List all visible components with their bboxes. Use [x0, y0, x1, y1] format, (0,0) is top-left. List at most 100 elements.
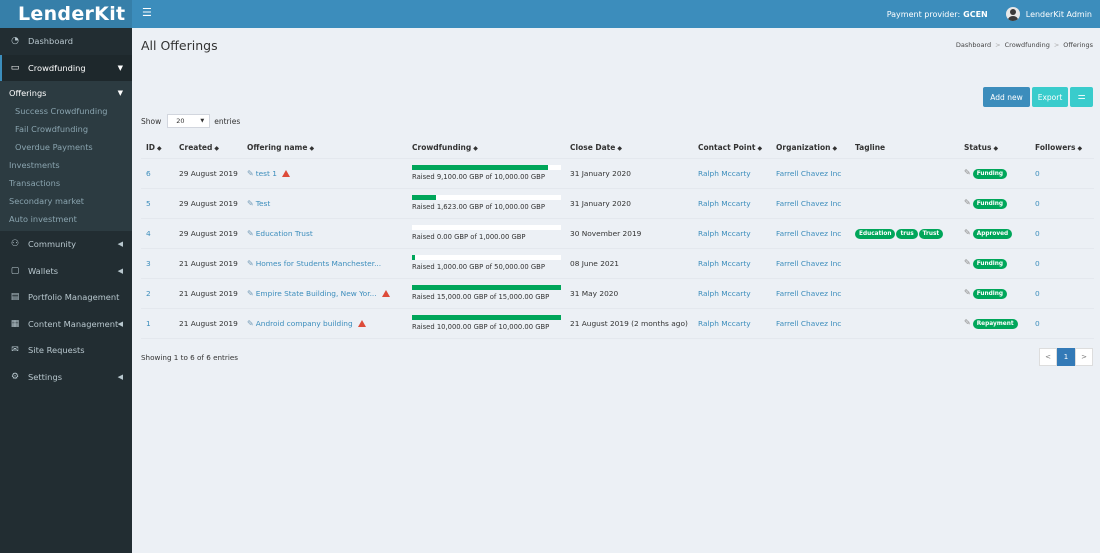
cell-close-date: 21 August 2019 (2 months ago) — [565, 308, 693, 339]
cell-id[interactable]: 6 — [141, 158, 174, 189]
column-header-offering-name[interactable]: Offering name ◆ — [242, 137, 407, 159]
sidebar-item-dashboard[interactable]: ◔ Dashboard — [0, 28, 132, 55]
chevron-left-icon: ◀ — [117, 319, 123, 328]
sidebar-item-investments[interactable]: Investments — [9, 160, 60, 170]
user-name[interactable]: LenderKit Admin — [1025, 9, 1092, 19]
sidebar-item-content-management[interactable]: ▦ Content Management ◀ — [0, 311, 132, 338]
cell-organization[interactable]: Farrell Chavez Inc — [771, 278, 850, 309]
pagination-page-1[interactable]: 1 — [1057, 348, 1075, 366]
offering-name-link[interactable]: Homes for Students Manchester... — [255, 258, 382, 268]
offering-name-link[interactable]: Education Trust — [255, 228, 313, 238]
cell-organization[interactable]: Farrell Chavez Inc — [771, 218, 850, 249]
cell-created: 29 August 2019 — [174, 158, 242, 189]
content-icon: ▦ — [10, 318, 20, 329]
cell-contact-point[interactable]: Ralph Mccarty — [693, 218, 771, 249]
pencil-icon[interactable]: ✎ — [964, 287, 971, 297]
offering-name-link[interactable]: test 1 — [255, 168, 277, 178]
cell-organization[interactable]: Farrell Chavez Inc — [771, 158, 850, 189]
logo[interactable]: LenderKit — [0, 0, 132, 28]
column-header-crowdfunding[interactable]: Crowdfunding ◆ — [407, 137, 565, 159]
cell-contact-point[interactable]: Ralph Mccarty — [693, 278, 771, 309]
sort-icon: ◆ — [309, 144, 315, 152]
sidebar-item-settings[interactable]: ⚙ Settings ◀ — [0, 364, 132, 391]
avatar[interactable] — [1005, 7, 1020, 21]
pencil-icon[interactable]: ✎ — [964, 197, 971, 207]
status-badge: Funding — [972, 198, 1008, 209]
pencil-icon[interactable]: ✎ — [964, 227, 971, 237]
sidebar-item-portfolio-management[interactable]: ▤ Portfolio Management — [0, 284, 132, 311]
sort-icon: ◆ — [157, 144, 162, 152]
cell-followers[interactable]: 0 — [1030, 278, 1094, 309]
cell-contact-point[interactable]: Ralph Mccarty — [693, 308, 771, 339]
cell-organization[interactable]: Farrell Chavez Inc — [771, 188, 850, 219]
sort-icon: ◆ — [214, 144, 220, 152]
cell-id[interactable]: 4 — [141, 218, 174, 249]
breadcrumb-crowdfunding[interactable]: Crowdfunding — [1004, 41, 1050, 49]
sidebar-item-transactions[interactable]: Transactions — [9, 178, 61, 188]
pencil-icon[interactable]: ✎ — [247, 258, 254, 268]
cell-id[interactable]: 5 — [141, 188, 174, 219]
nav-right: Payment provider: GCEN LenderKit Admin — [887, 0, 1092, 28]
pencil-icon[interactable]: ✎ — [247, 198, 254, 208]
cell-followers[interactable]: 0 — [1030, 218, 1094, 249]
sidebar-item-auto-investment[interactable]: Auto investment — [9, 214, 77, 224]
cell-id[interactable]: 3 — [141, 248, 174, 279]
sidebar: ◔ Dashboard ▭ Crowdfunding ▼ Offerings ▼… — [0, 28, 132, 553]
cell-id[interactable]: 1 — [141, 308, 174, 339]
cell-contact-point[interactable]: Ralph Mccarty — [693, 248, 771, 279]
cell-contact-point[interactable]: Ralph Mccarty — [693, 158, 771, 189]
cell-organization[interactable]: Farrell Chavez Inc — [771, 308, 850, 339]
export-button[interactable]: Export — [1032, 87, 1068, 107]
cell-contact-point[interactable]: Ralph Mccarty — [693, 188, 771, 219]
pencil-icon[interactable]: ✎ — [964, 257, 971, 267]
pencil-icon[interactable]: ✎ — [964, 317, 971, 327]
sidebar-item-success-crowdfunding[interactable]: Success Crowdfunding — [15, 106, 108, 116]
funding-progress-bar — [412, 225, 561, 230]
hamburger-icon[interactable]: ☰ — [142, 6, 152, 19]
sidebar-item-secondary-market[interactable]: Secondary market — [9, 196, 85, 206]
sidebar-item-crowdfunding[interactable]: ▭ Crowdfunding ▼ — [0, 54, 132, 81]
offering-name-link[interactable]: Empire State Building, New Yor... — [255, 288, 377, 298]
entries-select[interactable]: 20 ▼ — [167, 114, 211, 128]
cell-status: ✎ Funding — [959, 158, 1030, 189]
funding-progress-bar — [412, 255, 561, 260]
column-header-followers[interactable]: Followers ◆ — [1030, 137, 1094, 159]
column-header-created[interactable]: Created ◆ — [174, 137, 242, 159]
breadcrumb-dashboard[interactable]: Dashboard — [955, 41, 992, 49]
chevron-down-icon: ▼ — [117, 89, 123, 97]
offering-name-link[interactable]: Android company building — [255, 318, 353, 328]
offering-name-link[interactable]: Test — [255, 198, 271, 208]
breadcrumb-offerings: Offerings — [1063, 41, 1093, 49]
cell-id[interactable]: 2 — [141, 278, 174, 309]
cell-followers[interactable]: 0 — [1030, 188, 1094, 219]
sidebar-item-community[interactable]: ⚇ Community ◀ — [0, 231, 132, 258]
pagination-next-button[interactable]: > — [1075, 348, 1093, 366]
cell-followers[interactable]: 0 — [1030, 248, 1094, 279]
sidebar-item-offerings[interactable]: Offerings ▼ — [0, 84, 132, 102]
column-header-status[interactable]: Status ◆ — [959, 137, 1030, 159]
status-badge: Funding — [972, 258, 1008, 269]
column-header-close-date[interactable]: Close Date ◆ — [565, 137, 693, 159]
column-header-id[interactable]: ID ◆ — [141, 137, 174, 159]
add-new-button[interactable]: Add new — [983, 87, 1030, 107]
cell-followers[interactable]: 0 — [1030, 308, 1094, 339]
cell-organization[interactable]: Farrell Chavez Inc — [771, 248, 850, 279]
pencil-icon[interactable]: ✎ — [247, 228, 254, 238]
pencil-icon[interactable]: ✎ — [247, 168, 254, 178]
table-row: 6 29 August 2019 ✎ test 1 Raised 9,100.00… — [141, 158, 1094, 189]
chevron-down-icon: ▼ — [117, 63, 123, 72]
pagination-prev-button[interactable]: < — [1039, 348, 1057, 366]
pencil-icon[interactable]: ✎ — [247, 318, 254, 328]
pencil-icon[interactable]: ✎ — [964, 167, 971, 177]
sidebar-item-wallets[interactable]: ▢ Wallets ◀ — [0, 258, 132, 285]
sidebar-item-overdue-payments[interactable]: Overdue Payments — [15, 142, 93, 152]
cell-status: ✎ Funding — [959, 278, 1030, 309]
cell-followers[interactable]: 0 — [1030, 158, 1094, 189]
column-header-organization[interactable]: Organization ◆ — [771, 137, 850, 159]
column-header-contact-point[interactable]: Contact Point ◆ — [693, 137, 771, 159]
sidebar-item-site-requests[interactable]: ✉ Site Requests — [0, 337, 132, 364]
filter-button[interactable]: ⚌ — [1070, 87, 1093, 107]
sidebar-item-fail-crowdfunding[interactable]: Fail Crowdfunding — [15, 124, 89, 134]
cell-close-date: 08 June 2021 — [565, 248, 693, 279]
pencil-icon[interactable]: ✎ — [247, 288, 254, 298]
